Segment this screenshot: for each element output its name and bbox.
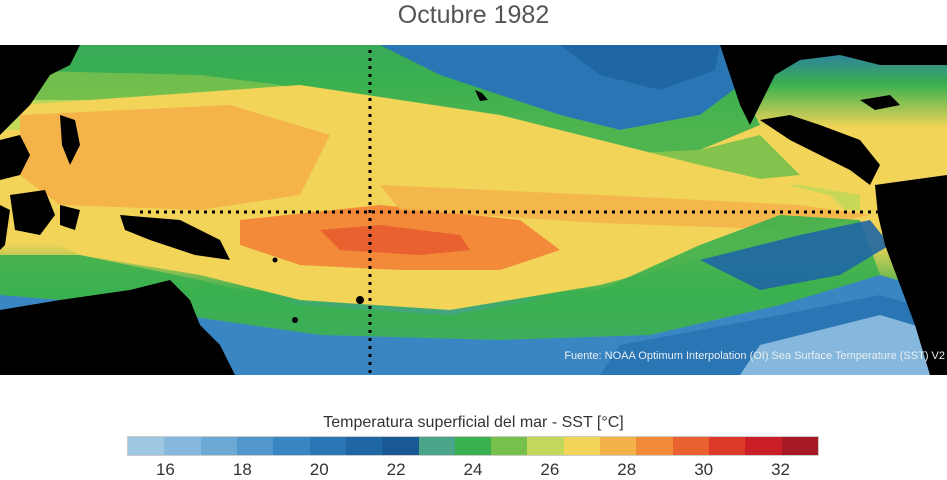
colorbar-tick-label: 24 — [463, 460, 483, 479]
pacific-island — [356, 296, 364, 304]
colorbar-swatch — [709, 437, 746, 455]
colorbar-tick-label: 28 — [617, 460, 637, 479]
colorbar — [127, 436, 819, 456]
warm-hot-spot — [320, 225, 470, 255]
south-america-land — [875, 175, 947, 375]
caribbean-islands — [860, 95, 900, 110]
north-america-land — [720, 45, 947, 125]
colorbar-swatch — [273, 437, 310, 455]
borneo-land — [10, 190, 55, 235]
colorbar-tick-label: 22 — [386, 460, 406, 479]
indochina-land — [0, 135, 30, 180]
colorbar-swatch — [236, 437, 274, 455]
warm-band-east — [380, 185, 870, 230]
central-america-land — [760, 115, 880, 185]
sumatra-land — [0, 205, 10, 250]
colorbar-swatch — [164, 437, 201, 455]
colorbar-swatch — [200, 437, 237, 455]
colorbar-swatch — [128, 437, 165, 455]
pacific-island-3 — [272, 257, 278, 263]
colorbar-tick-label: 32 — [771, 460, 791, 479]
colorbar-label: Temperatura superficial del mar - SST [°… — [323, 414, 624, 431]
japan-land — [20, 45, 70, 65]
new-guinea-land — [120, 215, 230, 260]
colorbar-swatch — [491, 437, 528, 455]
colorbar-swatch — [672, 437, 709, 455]
colorbar-swatch — [636, 437, 673, 455]
colorbar-swatch — [382, 437, 419, 455]
philippines-land — [60, 115, 80, 165]
source-credit: Fuente: NOAA Optimum Interpolation (OI) … — [564, 350, 945, 362]
colorbar-swatch — [527, 437, 564, 455]
australia-land — [0, 280, 235, 375]
north-cold-core — [560, 45, 720, 90]
colorbar-tick-label: 26 — [540, 460, 560, 479]
colorbar-swatch — [563, 437, 601, 455]
colorbar-tick-label: 20 — [309, 460, 329, 479]
asia-land — [0, 45, 80, 135]
colorbar-swatch — [781, 437, 818, 455]
colorbar-swatch — [345, 437, 383, 455]
colorbar-swatch — [454, 437, 492, 455]
colorbar-swatch — [600, 437, 637, 455]
south-light-blue — [740, 315, 947, 375]
south-green-band — [0, 215, 880, 340]
colorbar-swatch — [418, 437, 455, 455]
land — [0, 45, 947, 375]
sulawesi-land — [60, 205, 80, 230]
colorbar-tick-label: 30 — [694, 460, 714, 479]
colorbar-swatch — [745, 437, 782, 455]
sst-map — [0, 45, 947, 375]
colorbar-swatch — [309, 437, 346, 455]
colorbar-ticks: 16 18 20 22 24 26 28 30 32 — [127, 456, 819, 480]
map-title: Octubre 1982 — [397, 1, 550, 29]
eastern-cool-tongue — [700, 220, 890, 290]
colorbar-tick-label: 16 — [155, 460, 175, 479]
hawaii-islands — [475, 90, 488, 101]
colorbar-tick-label: 18 — [232, 460, 252, 479]
pacific-island-2 — [292, 317, 298, 323]
warm-core-west — [20, 105, 330, 210]
